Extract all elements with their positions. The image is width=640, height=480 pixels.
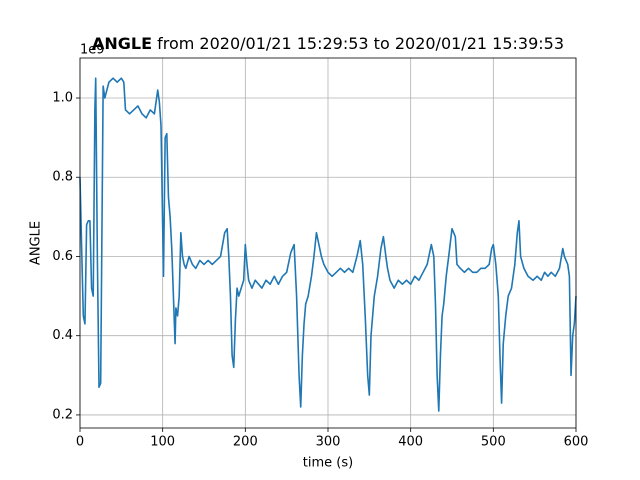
- x-tick-label: 200: [233, 435, 258, 450]
- x-tick-label: 400: [398, 435, 423, 450]
- chart-title: ANGLE from 2020/01/21 15:29:53 to 2020/0…: [92, 34, 564, 53]
- title-bold: ANGLE: [92, 34, 152, 53]
- x-tick-label: 500: [481, 435, 506, 450]
- x-axis-label: time (s): [303, 456, 353, 471]
- x-tick-label: 600: [564, 435, 589, 450]
- x-tick-label: 100: [150, 435, 175, 450]
- y-tick-label: 1.0: [52, 91, 73, 106]
- axes-frame: [79, 57, 577, 429]
- y-tick-label: 0.2: [52, 407, 73, 422]
- y-offset-label: 1e9: [80, 43, 105, 58]
- y-tick-label: 0.4: [52, 328, 73, 343]
- title-rest: from 2020/01/21 15:29:53 to 2020/01/21 1…: [157, 34, 564, 53]
- data-line: [79, 77, 577, 412]
- y-tick-label: 0.6: [52, 249, 73, 264]
- y-tick-label: 0.8: [52, 170, 73, 185]
- x-tick-label: 0: [76, 435, 84, 450]
- y-axis-label: ANGLE: [29, 221, 44, 265]
- x-tick-label: 300: [316, 435, 341, 450]
